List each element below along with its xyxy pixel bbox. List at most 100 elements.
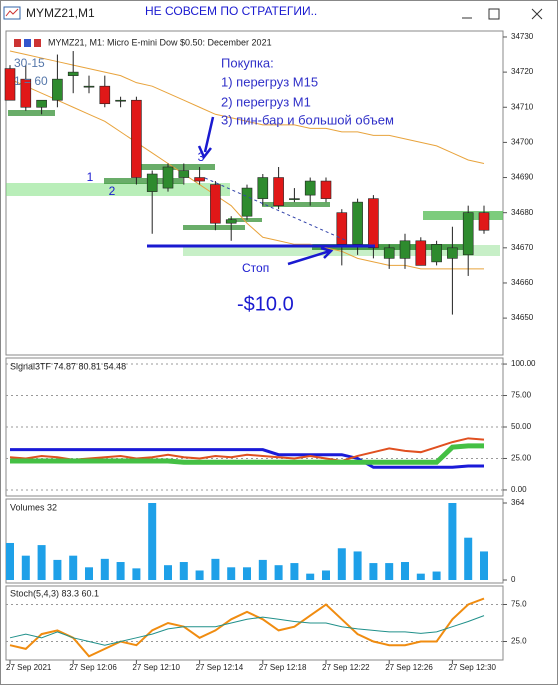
zone	[312, 244, 470, 250]
window-title: MYMZ21,M1	[26, 6, 95, 20]
annotation: 1) перегруз М15	[221, 74, 318, 89]
pinbar-dash	[204, 177, 346, 241]
annotation: 1	[87, 170, 94, 184]
candle-body	[304, 180, 316, 196]
annotation: 30-15	[14, 56, 45, 70]
x-tick-label: 27 Sep 12:06	[69, 663, 117, 672]
zone	[183, 225, 245, 230]
y-tick-label: 34670	[511, 243, 534, 252]
y-tick-label: 25.00	[511, 454, 532, 463]
annotation: 3) пин-бар и большой объем	[221, 112, 394, 127]
annotation: 2	[109, 184, 116, 198]
bar	[6, 542, 14, 580]
candle-body	[415, 240, 427, 266]
bar	[448, 503, 457, 580]
bar	[353, 551, 362, 580]
series-line	[9, 597, 485, 658]
symbol-icon	[14, 39, 21, 47]
candle-body	[131, 99, 142, 178]
y-tick-label: 0	[511, 575, 516, 584]
window-caption: НЕ СОВСЕМ ПО СТРАТЕГИИ..	[145, 4, 317, 18]
candle-body	[99, 85, 111, 105]
candle-body	[336, 212, 348, 245]
zone	[262, 202, 330, 207]
candle-body	[4, 68, 16, 101]
bar	[211, 558, 220, 580]
candle-body	[352, 201, 363, 245]
annotation: 1 = 60	[14, 74, 48, 88]
bar	[132, 568, 141, 580]
bar	[21, 555, 30, 580]
y-tick-label: 75.0	[511, 600, 527, 609]
arrow	[197, 116, 215, 160]
candle-body	[52, 78, 63, 101]
y-tick-label: 34730	[511, 32, 534, 41]
bar	[306, 573, 315, 580]
candle-body	[273, 177, 284, 206]
y-tick-label: 34720	[511, 67, 534, 76]
candle-body	[210, 184, 221, 224]
candle-body	[447, 247, 458, 259]
bar	[164, 565, 172, 580]
bar	[385, 563, 394, 580]
y-tick-label: 75.00	[511, 391, 532, 400]
annotation: Покупка:	[221, 55, 274, 70]
bar	[258, 559, 267, 580]
maximize-button[interactable]	[488, 8, 500, 20]
annotation: 3	[198, 150, 205, 164]
candle-body	[194, 177, 205, 182]
y-tick-label: 100.00	[511, 359, 536, 368]
bar	[37, 545, 46, 580]
bar	[480, 551, 488, 580]
y-tick-label: 34710	[511, 102, 534, 111]
close-button[interactable]	[531, 8, 543, 20]
candle-body	[289, 198, 300, 200]
app-icon-line	[5, 8, 19, 17]
candle-body	[462, 212, 474, 256]
x-tick-label: 27 Sep 12:22	[322, 663, 370, 672]
bar	[85, 567, 93, 580]
zone	[104, 178, 183, 184]
candle-body	[320, 180, 332, 199]
candle-body	[162, 166, 174, 189]
zone	[6, 183, 230, 196]
candle-body	[178, 170, 190, 178]
arrow	[287, 246, 334, 266]
candle-body	[399, 240, 411, 259]
y-tick-label: 34680	[511, 208, 534, 217]
x-tick-label: 27 Sep 12:26	[385, 663, 433, 672]
y-tick-label: 364	[511, 498, 525, 507]
candle-body	[36, 99, 47, 108]
chart-title: MYMZ21, M1: Micro E-mini Dow $0.50: Dece…	[48, 37, 272, 47]
candle-body	[241, 187, 253, 217]
candle-body	[146, 173, 158, 192]
bar	[464, 537, 473, 580]
x-tick-label: 27 Sep 2021	[6, 663, 52, 672]
bar	[195, 570, 204, 580]
bar	[100, 558, 109, 580]
candle-body	[257, 177, 269, 199]
y-tick-label: 0.00	[511, 485, 527, 494]
zone	[140, 164, 215, 170]
candle-body	[115, 99, 126, 102]
bar	[227, 567, 236, 580]
bar	[416, 573, 425, 580]
bar	[116, 562, 125, 580]
zone	[228, 218, 262, 222]
band-line	[9, 50, 485, 164]
bar	[337, 548, 346, 580]
bar	[274, 565, 283, 580]
bar	[322, 570, 330, 580]
series-line	[9, 437, 485, 463]
candle-body	[383, 247, 395, 259]
series-line	[10, 448, 484, 469]
candle-body	[83, 85, 95, 88]
x-tick-label: 27 Sep 12:14	[196, 663, 244, 672]
annotation: -$10.0	[237, 293, 294, 315]
panel-title: Volumes 32	[10, 502, 57, 512]
candle-body	[368, 198, 379, 249]
candle-body	[67, 71, 79, 76]
bar	[432, 571, 441, 580]
